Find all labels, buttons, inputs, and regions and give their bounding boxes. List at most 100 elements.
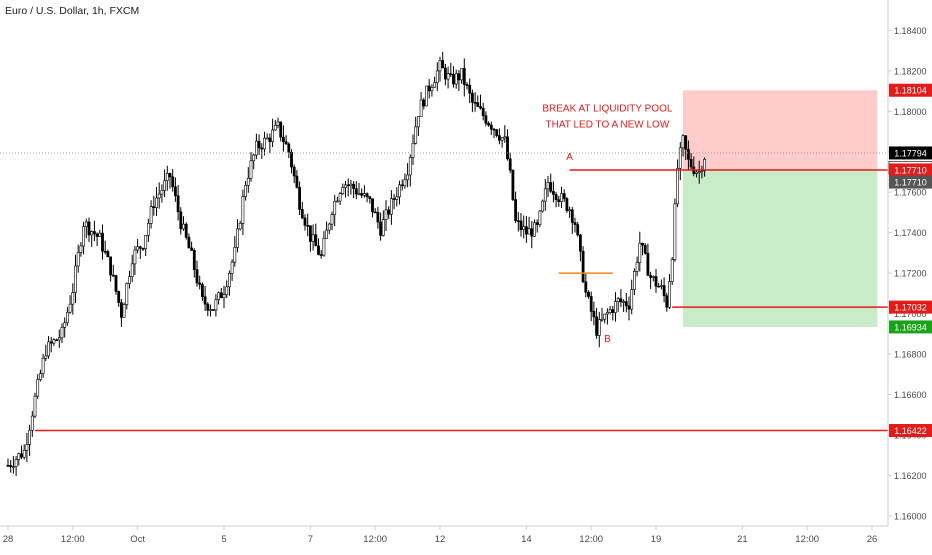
candle-body: [695, 171, 698, 174]
candle: [30, 411, 34, 437]
x-tick-label: 12:00: [61, 534, 85, 545]
candle: [441, 51, 445, 69]
candle: [484, 111, 488, 127]
candle-body: [670, 259, 674, 282]
candle: [419, 92, 423, 117]
candle: [465, 82, 469, 90]
price-label-text: 1.17794: [894, 148, 927, 158]
candle: [190, 241, 194, 251]
candle: [344, 181, 347, 198]
y-tick-label: 1.16800: [894, 350, 927, 360]
candle-body: [689, 159, 693, 168]
candle-body: [338, 193, 342, 202]
candle-body: [408, 157, 412, 176]
candle-body: [627, 305, 631, 310]
candle: [403, 173, 407, 189]
candle-body: [249, 160, 253, 179]
candle: [214, 293, 218, 317]
candle-body: [330, 214, 334, 225]
candle-body: [49, 341, 53, 344]
candle-body: [684, 135, 688, 150]
price-label-text: 1.17710: [894, 178, 927, 188]
candle-body: [519, 220, 523, 230]
candle-body: [500, 137, 504, 141]
candle: [433, 76, 437, 88]
candle-body: [376, 211, 380, 223]
candle-body: [128, 276, 131, 284]
candle-body: [357, 193, 361, 195]
candle-body: [333, 201, 337, 215]
candle-body: [632, 271, 636, 290]
candle: [90, 230, 94, 247]
candle-body: [584, 281, 588, 293]
annotation-text: A: [566, 152, 573, 163]
candle: [524, 215, 528, 243]
candle-body: [95, 233, 99, 237]
candle: [95, 232, 99, 247]
candle-body: [619, 298, 623, 303]
candle: [554, 191, 558, 208]
candle: [365, 192, 369, 203]
candle: [659, 279, 663, 290]
candle: [287, 142, 291, 159]
candle-body: [284, 141, 288, 145]
candle-body: [362, 193, 366, 196]
price-label-text: 1.18104: [894, 86, 927, 96]
candle: [246, 167, 250, 193]
candle: [376, 206, 380, 229]
price-label-box: [889, 146, 932, 160]
candle: [481, 102, 485, 121]
candle-body: [281, 136, 285, 143]
candle-body: [241, 196, 245, 224]
candle: [44, 344, 48, 362]
candle-body: [389, 198, 393, 215]
candle: [52, 338, 56, 346]
candle: [551, 181, 555, 203]
candle: [281, 125, 285, 152]
candle: [670, 257, 674, 285]
candle-body: [497, 135, 501, 141]
candle-body: [354, 188, 358, 195]
candle: [225, 280, 229, 298]
candles-layer: [6, 51, 707, 477]
candle: [106, 249, 110, 258]
candle-body: [22, 449, 26, 458]
candle-body: [93, 231, 96, 235]
candle-body: [703, 159, 707, 172]
candle-body: [524, 226, 528, 235]
y-tick-label: 1.18200: [894, 66, 927, 76]
candle: [144, 235, 148, 256]
candle: [589, 291, 593, 322]
candle-body: [155, 197, 158, 208]
candle-body: [276, 121, 280, 126]
annotation-text: THAT LED TO A NEW LOW: [546, 119, 670, 130]
candle-body: [68, 303, 72, 313]
candle-body: [195, 269, 199, 284]
candle: [700, 165, 704, 179]
candle-body: [678, 147, 682, 169]
candle-body: [317, 245, 320, 255]
chart-title: Euro / U.S. Dollar, 1h, FXCM: [5, 5, 139, 17]
candle: [443, 64, 447, 86]
candle: [133, 245, 137, 276]
candle-body: [238, 223, 242, 230]
candle: [236, 219, 239, 253]
annotations-layer: BREAK AT LIQUIDITY POOL THAT LED TO A NEW…: [542, 103, 672, 345]
candle: [117, 290, 121, 307]
candle-body: [157, 193, 161, 199]
candle: [489, 121, 493, 136]
candle: [414, 116, 418, 145]
candle-body: [125, 283, 129, 305]
candle-body: [462, 68, 466, 85]
candle-body: [87, 221, 91, 236]
candle-body: [516, 220, 520, 222]
candle: [646, 243, 650, 276]
y-tick-label: 1.17000: [894, 309, 927, 319]
candle-body: [163, 180, 167, 191]
candle: [422, 97, 426, 110]
candle: [101, 224, 104, 260]
candle-body: [484, 115, 488, 124]
candle: [611, 305, 615, 321]
